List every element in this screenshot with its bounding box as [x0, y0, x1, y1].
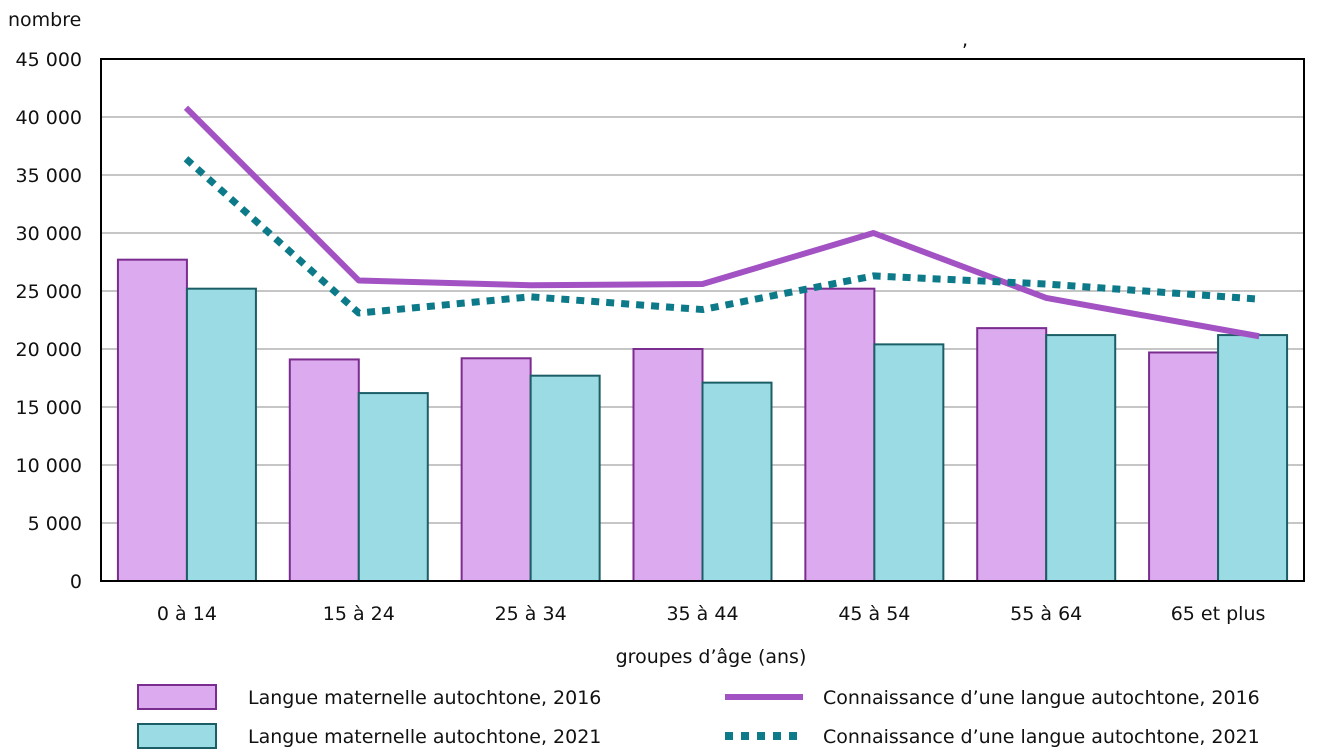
legend-swatch-langue-maternelle-autochtone-2021 — [137, 723, 217, 749]
line-connaissance-d-une-langue-autochtone-2016 — [183, 105, 1260, 340]
y-tick-label: 10 000 — [16, 455, 82, 477]
y-tick-label: 15 000 — [16, 397, 82, 419]
x-tick-labels: 0 à 14 15 à 24 25 à 34 35 à 44 45 à 54 55 à 6… — [157, 603, 1265, 625]
y-tick-label: 0 — [70, 571, 82, 593]
bar-langue-maternelle-autochtone-2016-0-14 — [116, 258, 188, 582]
legend-label: Langue maternelle autochtone, 2021 — [248, 726, 601, 748]
bar-langue-maternelle-autochtone-2016-15-24 — [288, 358, 360, 582]
bar-langue-maternelle-autochtone-2021-55-64 — [1045, 334, 1117, 582]
x-tick-label: 0 à 14 — [157, 603, 217, 625]
y-tick-label: 45 000 — [16, 49, 82, 71]
y-axis-label: nombre — [8, 9, 81, 31]
y-tick-label: 30 000 — [16, 223, 82, 245]
x-axis-label: groupes d’âge (ans) — [616, 646, 807, 668]
bar-langue-maternelle-autochtone-2021-15-24 — [357, 392, 429, 582]
legend: Langue maternelle autochtone, 2016 Langue… — [137, 684, 1260, 749]
y-tick-label: 40 000 — [16, 107, 82, 129]
bar-langue-maternelle-autochtone-2016-45-54 — [804, 287, 876, 582]
x-tick-label: 65 et plus — [1171, 603, 1266, 625]
bar-langue-maternelle-autochtone-2016-35-44 — [632, 348, 704, 582]
bar-langue-maternelle-autochtone-2016-55-64 — [976, 327, 1048, 582]
y-tick-label: 25 000 — [16, 281, 82, 303]
legend-label: Connaissance d’une langue autochtone, 20… — [823, 687, 1260, 709]
plot-frame — [100, 58, 1305, 582]
y-tick-label: 20 000 — [16, 339, 82, 361]
bar-langue-maternelle-autochtone-2021-45-54 — [873, 343, 945, 582]
stray-annotation: , — [962, 29, 968, 51]
bar-langue-maternelle-autochtone-2016-25-34 — [460, 357, 532, 582]
line-connaissance-d-une-langue-autochtone-2021 — [183, 156, 1260, 317]
y-tick-label: 35 000 — [16, 165, 82, 187]
x-tick-label: 55 à 64 — [1010, 603, 1082, 625]
y-tick-labels: 0 5 000 10 000 15 000 20 000 25 000 30 000 35 0… — [16, 49, 82, 593]
x-tick-label: 45 à 54 — [838, 603, 910, 625]
bar-langue-maternelle-autochtone-2021-0-14 — [185, 287, 257, 582]
legend-label: Connaissance d’une langue autochtone, 20… — [823, 726, 1260, 748]
bar-langue-maternelle-autochtone-2021-65-et-plus — [1217, 334, 1289, 582]
lines — [183, 105, 1260, 340]
bar-langue-maternelle-autochtone-2016-65-et-plus — [1148, 351, 1220, 583]
y-tick-label: 5 000 — [28, 513, 82, 535]
x-tick-label: 35 à 44 — [666, 603, 738, 625]
legend-swatch-langue-maternelle-autochtone-2016 — [137, 684, 217, 710]
bar-langue-maternelle-autochtone-2021-25-34 — [529, 374, 601, 582]
bars — [116, 258, 1289, 583]
legend-label: Langue maternelle autochtone, 2016 — [248, 687, 601, 709]
bar-langue-maternelle-autochtone-2021-35-44 — [701, 381, 773, 583]
x-tick-label: 15 à 24 — [323, 603, 395, 625]
x-tick-label: 25 à 34 — [495, 603, 567, 625]
